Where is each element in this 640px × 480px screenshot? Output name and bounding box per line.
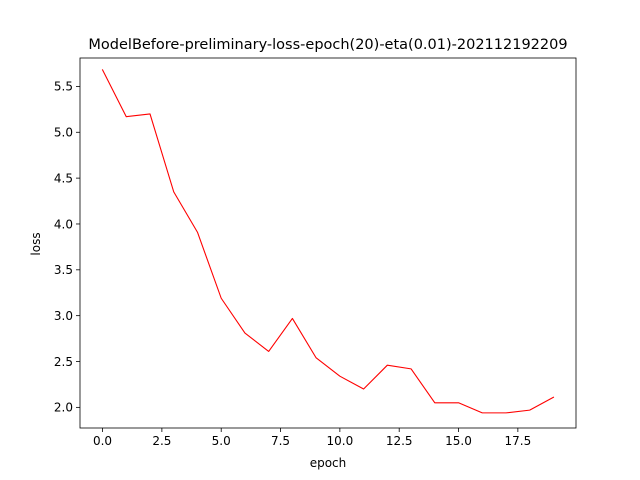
x-tick-label: 2.5 [152, 434, 171, 448]
y-axis: 2.0 2.5 3.0 3.5 4.0 4.5 5.0 5.5 [54, 80, 80, 415]
x-tick-label: 15.0 [445, 434, 472, 448]
x-tick-label: 10.0 [327, 434, 354, 448]
x-tick-label: 12.5 [386, 434, 413, 448]
plot-frame [79, 57, 577, 429]
series-line-0 [101, 69, 555, 414]
y-tick-label: 5.0 [54, 126, 73, 140]
x-tick-label: 5.0 [212, 434, 231, 448]
y-tick-label: 2.0 [54, 401, 73, 415]
y-tick-label: 4.0 [54, 217, 73, 231]
x-axis: 0.0 2.5 5.0 7.5 10.0 12.5 15.0 17.5 [93, 428, 531, 448]
y-tick-label: 2.5 [54, 355, 73, 369]
y-tick-label: 3.0 [54, 309, 73, 323]
y-tick-label: 5.5 [54, 80, 73, 94]
y-tick-label: 3.5 [54, 263, 73, 277]
plot-area [101, 69, 555, 414]
x-tick-label: 7.5 [271, 434, 290, 448]
y-tick-label: 4.5 [54, 171, 73, 185]
x-tick-label: 0.0 [93, 434, 112, 448]
x-tick-label: 17.5 [504, 434, 531, 448]
chart-title: ModelBefore-preliminary-loss-epoch(20)-e… [88, 37, 567, 53]
x-axis-label: epoch [310, 456, 347, 470]
y-axis-label: loss [29, 232, 43, 255]
